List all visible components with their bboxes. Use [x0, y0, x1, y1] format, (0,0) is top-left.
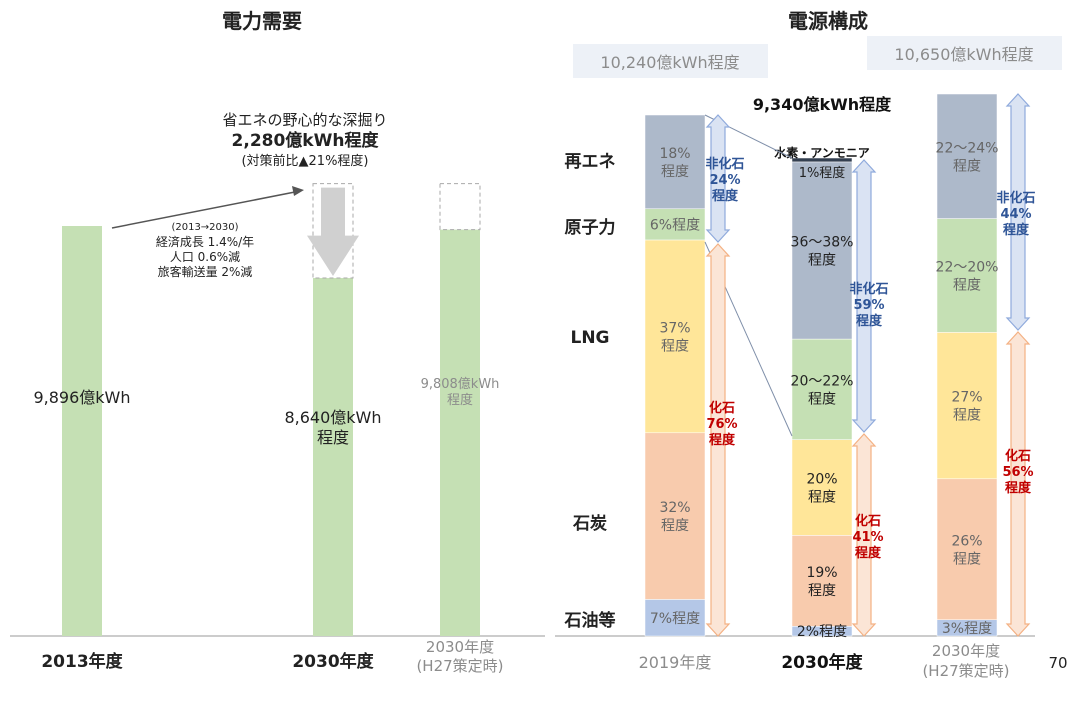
growth-factors: 経済成長 1.4%/年人口 0.6%減旅客輸送量 2%減 — [156, 234, 254, 279]
category-label-2: 原子力 — [565, 217, 616, 238]
category-label-1: 再エネ — [565, 152, 616, 172]
nonfossil-arrow-2 — [851, 159, 877, 433]
supply-segment-1-3 — [644, 239, 706, 434]
supply-segment-2-4 — [791, 439, 853, 536]
category-label-4: 石炭 — [572, 513, 607, 534]
supply-segment-label-2-6: 2%程度 — [797, 624, 847, 640]
demand-bar-2-value: 8,640億kWh 程度 — [284, 408, 381, 447]
supply-segment-1-2 — [644, 208, 706, 241]
demand-title: 電力需要 — [222, 9, 302, 33]
nonfossil-arrow-1 — [705, 114, 731, 243]
nonfossil-label-2: 非化石 59%程度 — [849, 281, 888, 329]
supply-segment-2-5 — [791, 535, 853, 627]
demand-xlabel-2: 2030年度 — [292, 651, 374, 672]
total-box-2030 — [727, 85, 917, 121]
demand-bar-3-value: 9,808億kWh 程度 — [421, 376, 500, 408]
savings-amount: 2,280億kWh程度 — [232, 130, 380, 151]
growth-period: (2013→2030) — [171, 222, 238, 233]
supply-segment-label-2-2: 36～38%程度 — [791, 235, 854, 269]
savings-title: 省エネの野心的な深掘り — [222, 111, 387, 129]
supply-segment-label-3-3: 27%程度 — [951, 390, 982, 424]
hydrogen-share: 1%程度 — [799, 165, 846, 181]
demand-bar-3 — [440, 229, 480, 636]
category-label-3: LNG — [570, 328, 609, 348]
supply-segment-label-2-5: 19%程度 — [806, 565, 837, 599]
total-h27: 10,650億kWh程度 — [894, 45, 1033, 64]
supply-segment-3-1 — [936, 93, 998, 219]
supply-segment-label-3-1: 22～24%程度 — [936, 140, 999, 174]
nonfossil-label-1: 非化石 24%程度 — [705, 156, 744, 204]
total-2019: 10,240億kWh程度 — [600, 53, 739, 72]
total-box-h27 — [867, 36, 1062, 70]
supply-segment-label-1-3: 37%程度 — [659, 320, 690, 354]
supply-segment-label-3-4: 26%程度 — [951, 533, 982, 567]
demand-bar-1 — [62, 226, 102, 636]
supply-segment-1-5 — [644, 599, 706, 637]
growth-arrow-head — [292, 186, 304, 196]
fossil-arrow-1 — [705, 243, 731, 637]
supply-segment-3-2 — [936, 218, 998, 333]
demand-reduction-box — [312, 183, 354, 279]
demand-h27-dashed-box — [439, 183, 481, 231]
supply-segment-label-1-4: 32%程度 — [659, 500, 690, 534]
supply-segment-label-1-2: 6%程度 — [650, 217, 700, 233]
supply-segment-3-3 — [936, 332, 998, 480]
demand-xlabel-1: 2013年度 — [41, 651, 123, 672]
supply-title: 電源構成 — [788, 9, 868, 33]
supply-segment-2-2 — [791, 161, 853, 340]
hydrogen-note: 水素・アンモニア — [774, 145, 870, 160]
total-box-2019 — [573, 44, 768, 78]
fossil-label-1: 化石 76%程度 — [706, 400, 737, 448]
supply-xlabel-1: 2019年度 — [639, 653, 712, 672]
supply-segment-label-1-5: 7%程度 — [650, 611, 700, 627]
growth-arrow-line — [111, 190, 301, 229]
supply-xlabel-2: 2030年度 — [781, 652, 863, 673]
nonfossil-arrow-3 — [1005, 93, 1031, 331]
supply-segment-label-2-4: 20%程度 — [806, 472, 837, 506]
fossil-arrow-2 — [851, 433, 877, 637]
supply-xlabel-3: 2030年度(H27策定時) — [922, 642, 1009, 680]
fossil-label-2: 化石 41%程度 — [852, 513, 883, 561]
supply-segment-label-1-1: 18%程度 — [659, 146, 690, 180]
category-label-5: 石油等 — [564, 610, 616, 631]
demand-bar-2 — [313, 278, 353, 636]
supply-segment-3-4 — [936, 478, 998, 620]
supply-segment-label-3-5: 3%程度 — [942, 621, 992, 637]
supply-segment-1-4 — [644, 432, 706, 600]
nonfossil-label-3: 非化石 44%程度 — [996, 190, 1035, 238]
savings-ratio: (対策前比▲21%程度) — [241, 153, 368, 169]
supply-segment-label-2-3: 20～22%程度 — [791, 373, 854, 407]
fossil-label-3: 化石 56%程度 — [1002, 448, 1033, 496]
fossil-arrow-3 — [1005, 331, 1031, 637]
supply-segment-3-5 — [936, 619, 998, 637]
page-number: 70 — [1048, 654, 1067, 672]
supply-segment-2-6 — [791, 626, 853, 637]
total-2030: 9,340億kWh程度 — [753, 95, 892, 114]
supply-segment-label-3-2: 22～20%程度 — [936, 260, 999, 294]
demand-xlabel-3: 2030年度(H27策定時) — [416, 638, 503, 675]
demand-reduction-arrow — [307, 187, 359, 277]
demand-bar-1-value: 9,896億kWh — [33, 388, 130, 407]
